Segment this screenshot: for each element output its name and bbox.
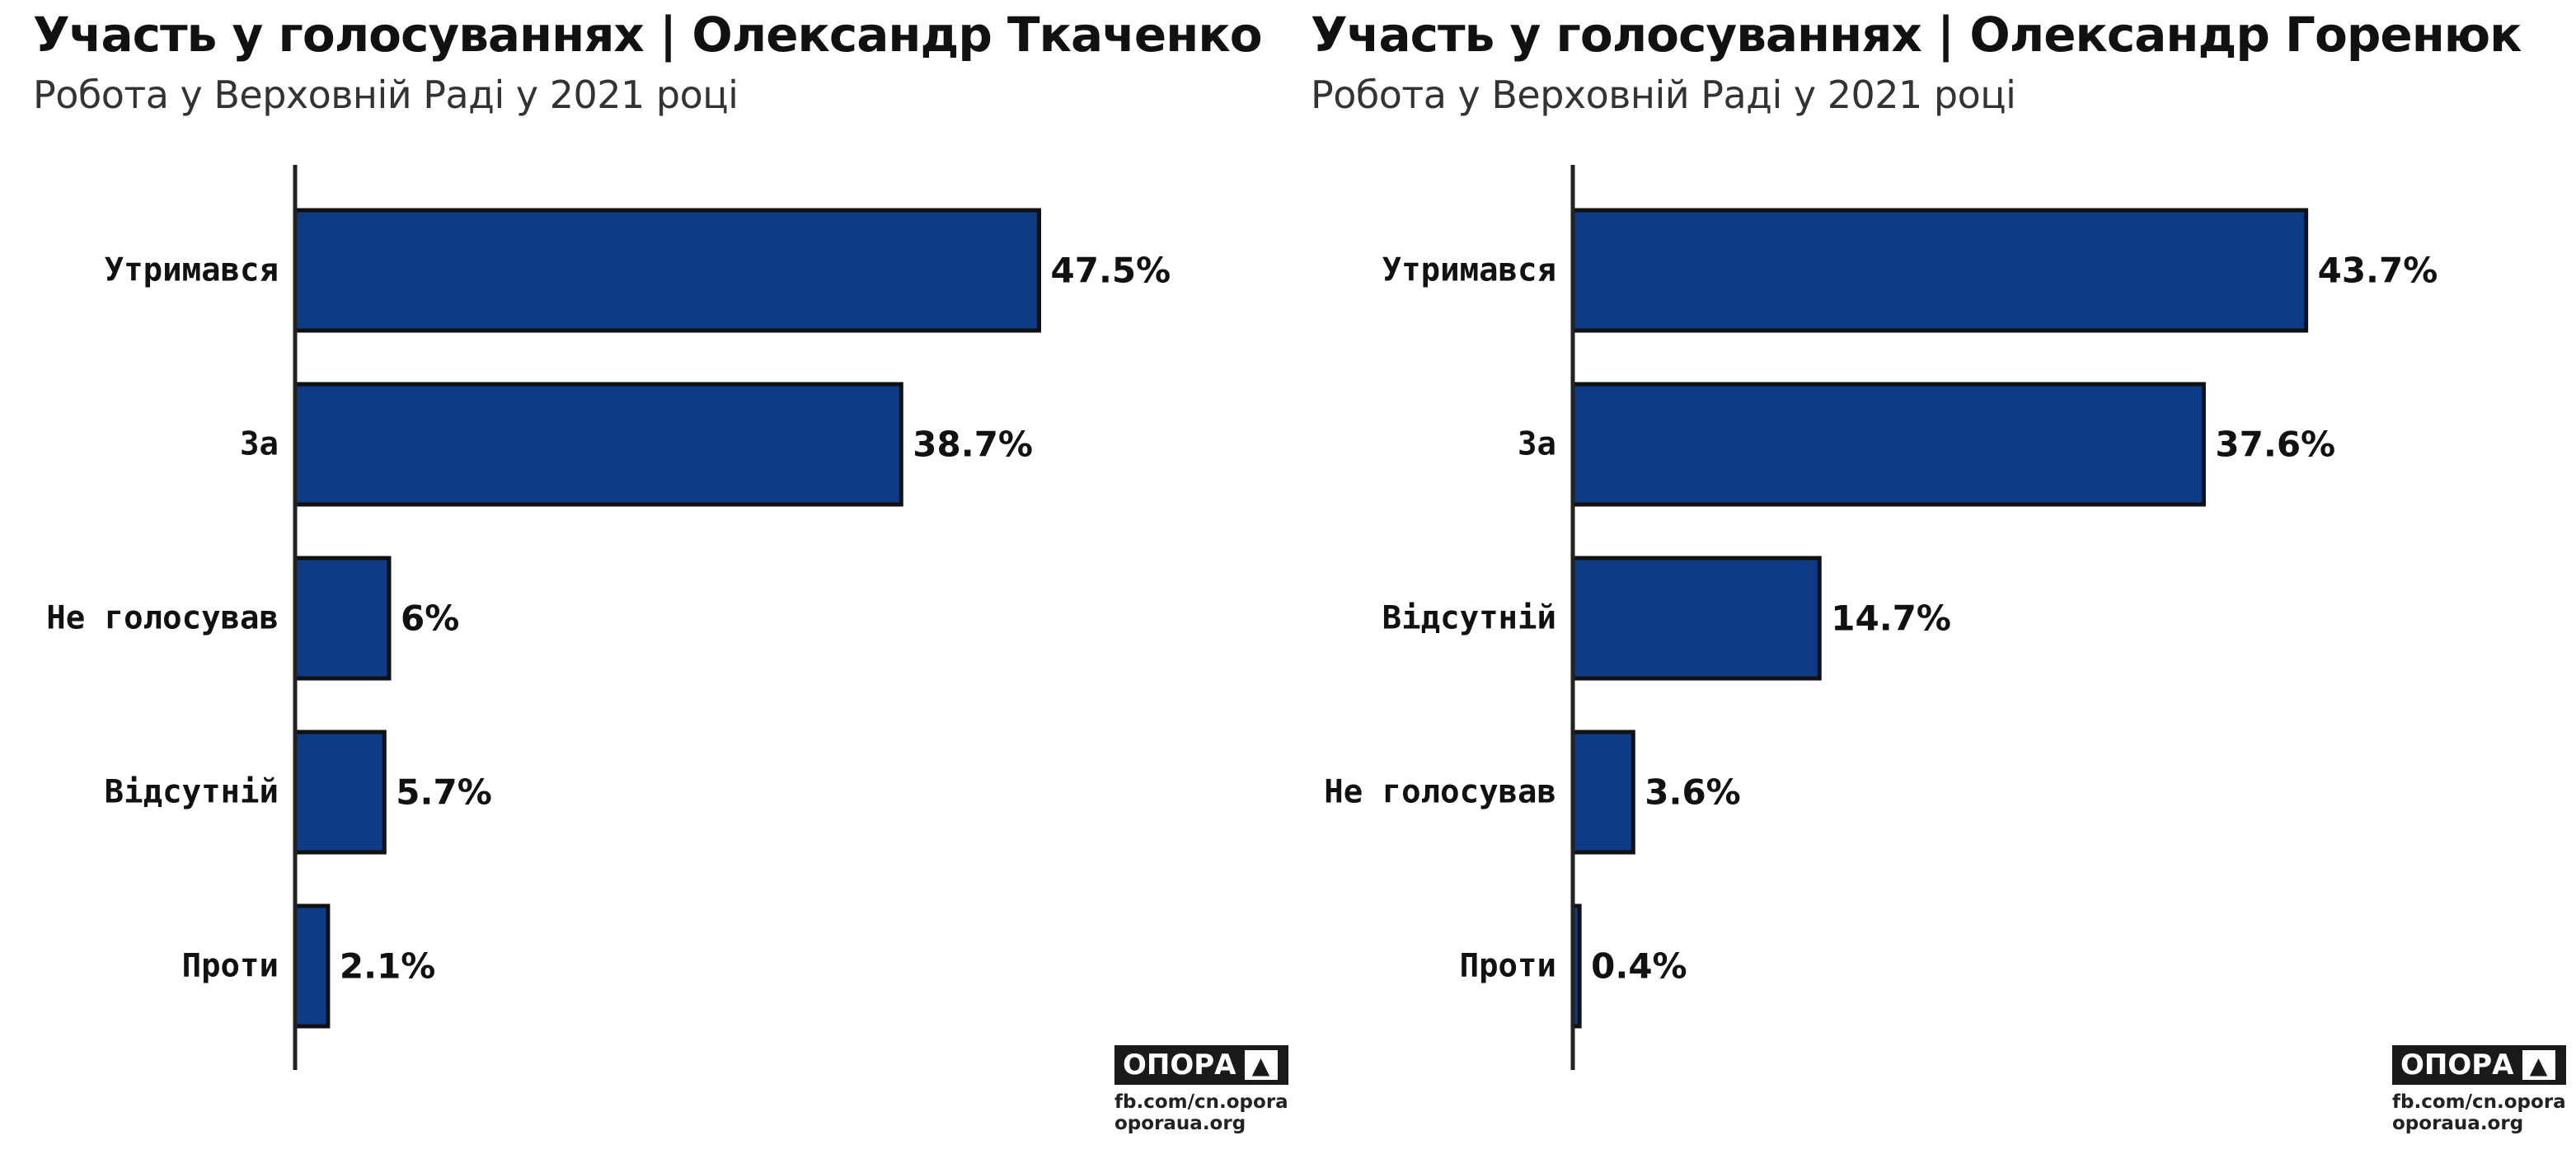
- chart-panel-horeniuk: Участь у голосуваннях | Олександр Гореню…: [1278, 0, 2566, 1173]
- opora-logo: ОПОРА ▲ fb.com/cn.opora oporaua.org: [2392, 1045, 2566, 1134]
- value-label: 5.7%: [396, 772, 491, 813]
- value-label: 37.6%: [2215, 425, 2335, 465]
- chart-subtitle: Робота у Верховній Раді у 2021 році: [1311, 73, 2016, 117]
- bar-1: [1570, 208, 2309, 333]
- triangle-icon: ▲: [1244, 1050, 1278, 1080]
- category-label: Утримався: [105, 252, 279, 289]
- category-label: За: [240, 426, 279, 463]
- chart-subtitle: Робота у Верховній Раді у 2021 році: [33, 73, 739, 117]
- facebook-link: fb.com/cn.opora: [1114, 1091, 1288, 1113]
- category-label: Проти: [182, 948, 279, 985]
- chart-title: Участь у голосуваннях | Олександр Гореню…: [1311, 7, 2522, 63]
- value-label: 2.1%: [340, 946, 435, 987]
- category-label: Відсутній: [105, 774, 279, 811]
- triangle-icon: ▲: [2522, 1050, 2555, 1080]
- category-label: За: [1518, 426, 1556, 463]
- bar-5: [293, 903, 331, 1029]
- value-label: 43.7%: [2318, 251, 2438, 291]
- category-label: Проти: [1460, 948, 1556, 985]
- value-label: 38.7%: [913, 425, 1033, 465]
- category-label: Не голосував: [46, 600, 279, 637]
- category-label: Відсутній: [1382, 600, 1556, 637]
- opora-logo-name: ОПОРА: [1123, 1049, 1236, 1082]
- opora-logo: ОПОРА ▲ fb.com/cn.opora oporaua.org: [1114, 1045, 1288, 1134]
- bar-3: [1570, 556, 1822, 681]
- value-label: 0.4%: [1591, 946, 1687, 987]
- chart-title: Участь у голосуваннях | Олександр Ткачен…: [33, 7, 1263, 63]
- bar-chart-horeniuk: Утримався 43.7% За 37.6% Відсутній 14.7% Не го…: [1324, 165, 2438, 1070]
- bar-3: [293, 556, 392, 681]
- value-label: 47.5%: [1051, 251, 1171, 291]
- bar-2: [1570, 382, 2206, 507]
- opora-logo-badge: ОПОРА ▲: [1114, 1045, 1288, 1085]
- bar-chart-tkachenko: Утримався 47.5% За 38.7% Не голосував 6% Відсу…: [46, 165, 1171, 1070]
- category-label: Утримався: [1382, 252, 1556, 289]
- chart-panel-tkachenko: Участь у голосуваннях | Олександр Ткачен…: [0, 0, 1288, 1173]
- value-label: 3.6%: [1645, 772, 1740, 813]
- bar-2: [293, 382, 903, 507]
- category-label: Не голосував: [1324, 774, 1556, 811]
- website-link: oporaua.org: [1114, 1113, 1246, 1134]
- opora-logo-badge: ОПОРА ▲: [2392, 1045, 2566, 1085]
- value-label: 6%: [401, 598, 459, 639]
- value-label: 14.7%: [1831, 598, 1951, 639]
- opora-logo-name: ОПОРА: [2400, 1049, 2514, 1082]
- website-link: oporaua.org: [2392, 1113, 2524, 1134]
- bar-4: [1570, 730, 1635, 855]
- bar-1: [293, 208, 1041, 333]
- facebook-link: fb.com/cn.opora: [2392, 1091, 2566, 1113]
- bar-4: [293, 730, 387, 855]
